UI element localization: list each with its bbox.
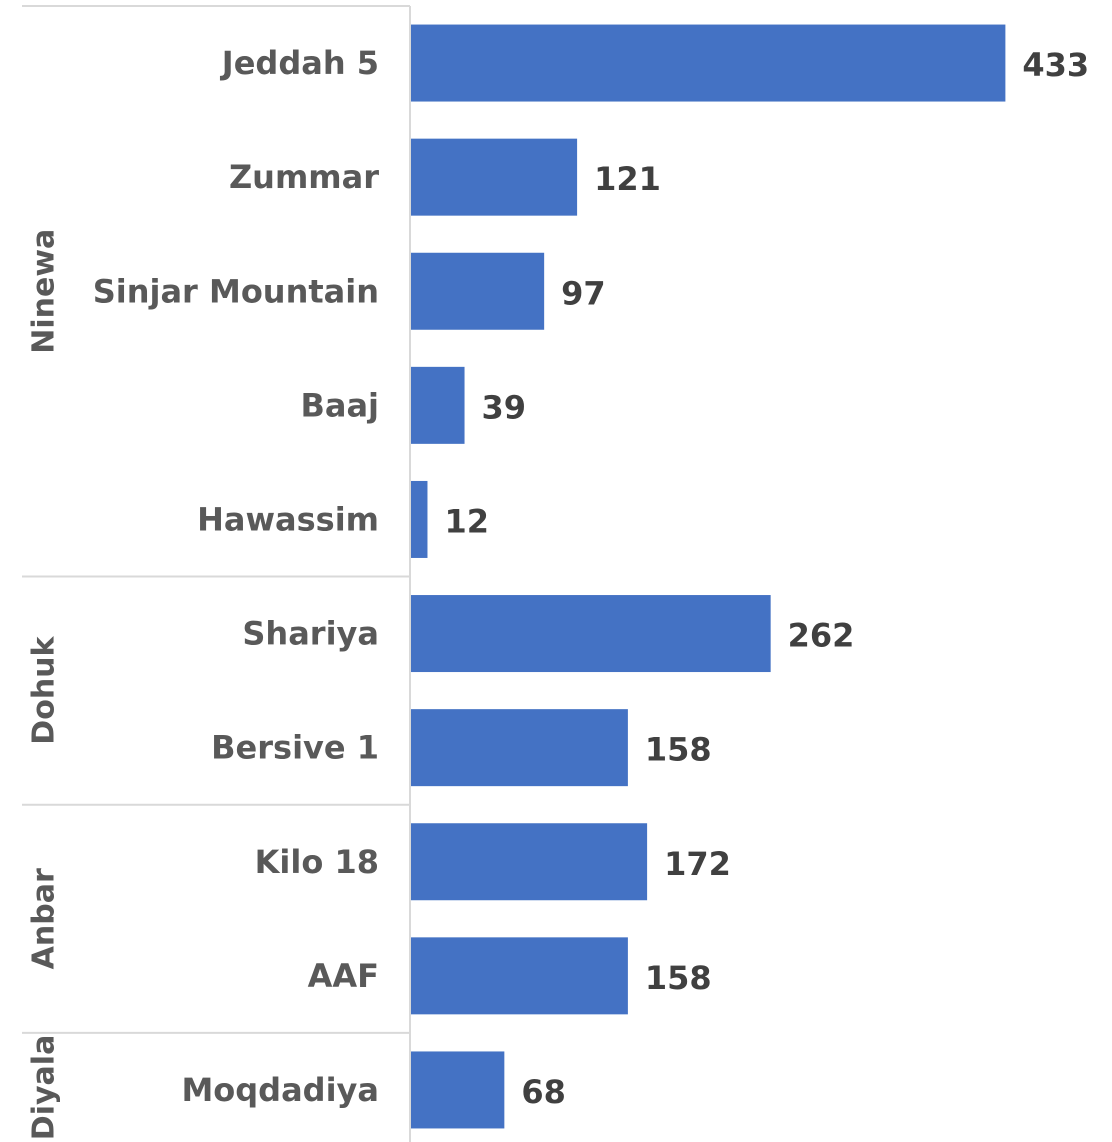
category-labels: Jeddah 5 Zummar Sinjar Mountain Baaj Hawassi…: [93, 44, 380, 1109]
bar-kilo-18: [411, 823, 648, 901]
group-labels: Ninewa Dohuk Anbar Diyala: [27, 229, 62, 1140]
bar-zummar: [411, 138, 578, 216]
bar-jeddah-5: [411, 24, 1006, 102]
bar-moqdadiya: [411, 1051, 505, 1129]
bar-sinjar-mountain: [411, 252, 545, 330]
category-label-aaf: AAF: [308, 957, 379, 995]
category-label-hawassim: Hawassim: [197, 500, 379, 538]
category-label-kilo-18: Kilo 18: [255, 843, 379, 881]
category-label-baaj: Baaj: [300, 386, 379, 424]
value-label-bersive-1: 158: [645, 731, 712, 769]
bars: [411, 24, 1006, 1129]
bar-bersive-1: [411, 709, 628, 787]
bar-baaj: [411, 366, 465, 444]
category-label-zummar: Zummar: [229, 158, 379, 196]
group-label-anbar: Anbar: [27, 868, 62, 969]
value-label-hawassim: 12: [444, 502, 489, 540]
group-separators: [22, 5, 410, 1034]
value-label-jeddah-5: 433: [1022, 46, 1089, 84]
group-label-diyala: Diyala: [27, 1035, 62, 1141]
category-label-sinjar-mountain: Sinjar Mountain: [93, 272, 379, 310]
value-label-kilo-18: 172: [664, 845, 731, 883]
value-label-zummar: 121: [594, 160, 661, 198]
bar-hawassim: [411, 480, 428, 558]
value-labels: 433 121 97 39 12 262 158 172 158 68: [444, 46, 1089, 1111]
value-label-baaj: 39: [482, 388, 527, 426]
value-label-aaf: 158: [645, 959, 712, 997]
bar-shariya: [411, 595, 771, 673]
value-label-moqdadiya: 68: [521, 1073, 566, 1111]
value-label-shariya: 262: [788, 617, 855, 655]
category-label-bersive-1: Bersive 1: [211, 729, 379, 767]
group-label-ninewa: Ninewa: [27, 229, 62, 354]
group-label-dohuk: Dohuk: [27, 635, 62, 744]
category-label-moqdadiya: Moqdadiya: [181, 1071, 379, 1109]
category-label-shariya: Shariya: [242, 615, 379, 653]
bar-aaf: [411, 937, 628, 1015]
value-label-sinjar-mountain: 97: [561, 274, 606, 312]
category-label-jeddah-5: Jeddah 5: [220, 44, 379, 82]
